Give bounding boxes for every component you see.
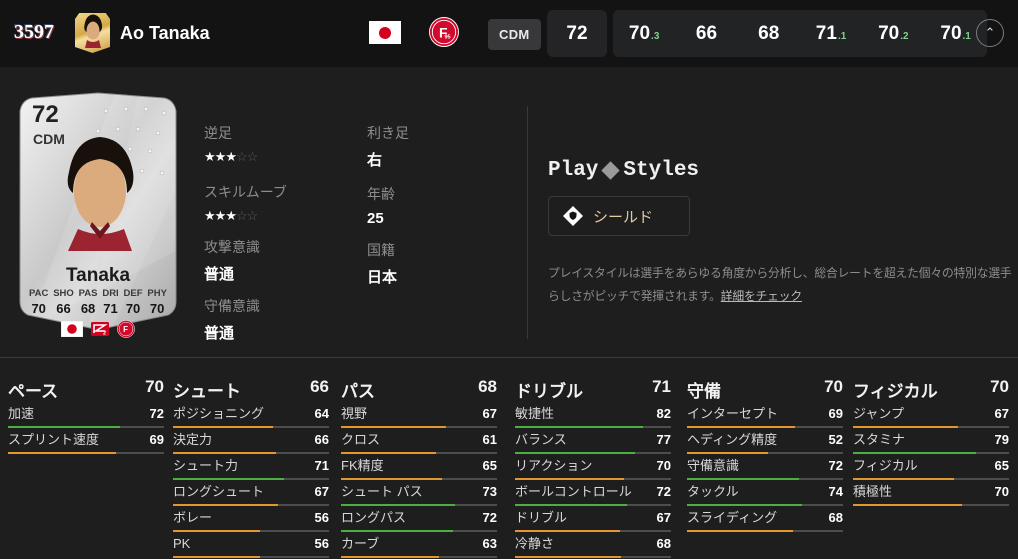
svg-text:2: 2 bbox=[103, 331, 106, 337]
svg-text:F: F bbox=[123, 325, 128, 334]
svg-text:95: 95 bbox=[444, 35, 450, 41]
